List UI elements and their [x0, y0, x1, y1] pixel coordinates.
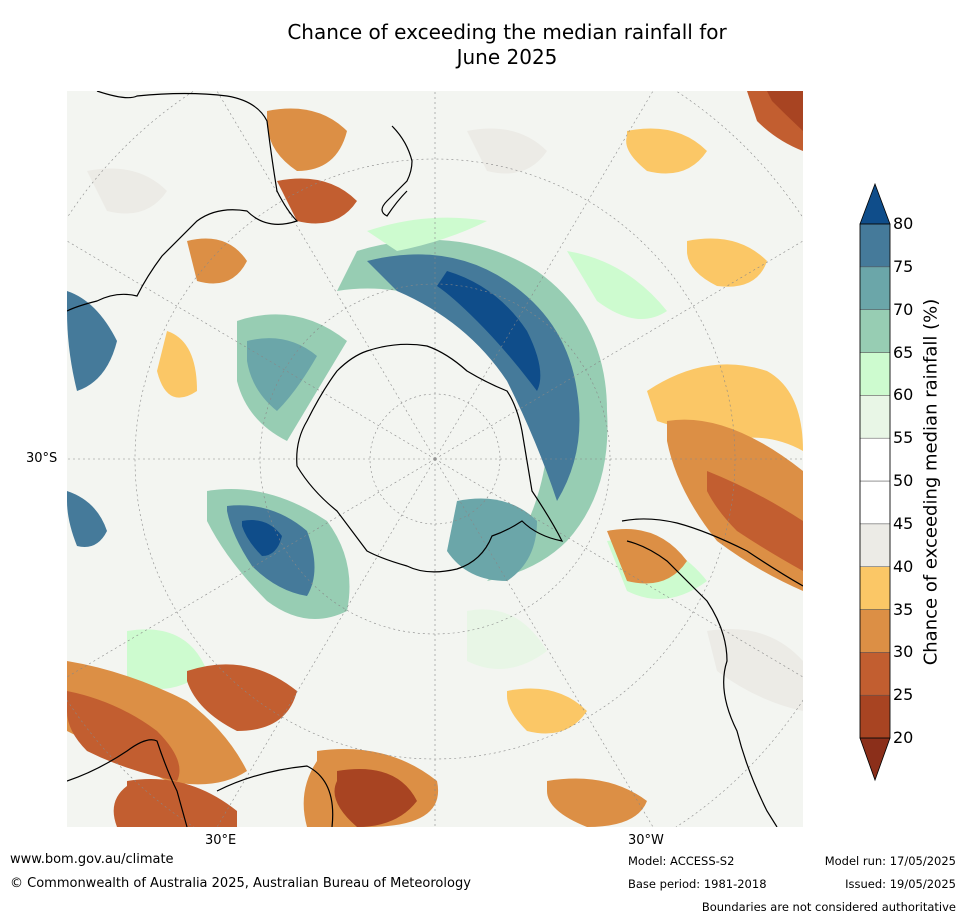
colorbar-tick-label: 60 [893, 385, 914, 405]
title-line-1: Chance of exceeding the median rainfall … [287, 20, 727, 44]
latitude-label-30s: 30°S [26, 451, 58, 466]
copyright: © Commonwealth of Australia 2025, Austra… [10, 876, 471, 891]
colorbar-band [859, 694, 891, 739]
new-zealand-coast [381, 125, 413, 217]
colorbar-tick-label: 75 [893, 256, 914, 276]
issued-date: Issued: 19/05/2025 [845, 877, 956, 891]
colorbar-tick-label: 55 [893, 428, 914, 448]
antarctica-coast [296, 343, 564, 573]
colorbar-band [859, 523, 891, 567]
colorbar-tick-label: 50 [893, 471, 914, 490]
colorbar-band [859, 266, 891, 310]
model-run-date: Model run: 17/05/2025 [824, 854, 956, 868]
colorbar-tick-label: 45 [893, 513, 914, 533]
colorbar-label: Chance of exceeding median rainfall (%) [920, 298, 942, 666]
colorbar-band [859, 437, 891, 482]
colorbar-tick-label: 65 [893, 342, 914, 362]
longitude-label-30w: 30°W [628, 833, 664, 848]
graticule [67, 91, 803, 827]
boundaries-disclaimer: Boundaries are not considered authoritat… [701, 900, 956, 914]
colorbar-band [859, 609, 891, 653]
colorbar-outline [859, 223, 891, 739]
coastlines [67, 91, 803, 827]
colorbar-tick-label: 20 [893, 728, 914, 747]
colorbar-tick-label: 25 [893, 685, 914, 705]
colorbar-over-triangle [859, 182, 891, 225]
colorbar-tick-label: 70 [893, 299, 914, 319]
base-period: Base period: 1981-2018 [628, 877, 767, 891]
australia-coast [67, 91, 299, 312]
colorbar-tick-label: 40 [893, 556, 914, 576]
south-america-coast [621, 518, 803, 587]
chart-title: Chance of exceeding the median rainfall … [0, 20, 965, 70]
model-name: Model: ACCESS-S2 [628, 854, 735, 868]
colorbar-band [859, 223, 891, 268]
longitude-label-30e: 30°E [205, 833, 237, 848]
africa-coast [67, 739, 188, 827]
colorbar-tick-label: 30 [893, 642, 914, 662]
colorbar-band [859, 480, 891, 525]
colorbar-band [859, 352, 891, 396]
polar-map [67, 91, 803, 827]
map-canvas [67, 91, 803, 827]
colorbar-under-triangle [859, 737, 891, 782]
colorbar [859, 182, 891, 782]
website-link[interactable]: www.bom.gov.au/climate [10, 852, 174, 867]
colorbar-tick-label: 35 [893, 599, 914, 619]
colorbar-band [859, 652, 891, 696]
colorbar-band [859, 566, 891, 610]
colorbar-band [859, 395, 891, 439]
colorbar-tick-label: 80 [893, 214, 914, 233]
title-line-2: June 2025 [456, 45, 558, 69]
colorbar-band [859, 309, 891, 353]
